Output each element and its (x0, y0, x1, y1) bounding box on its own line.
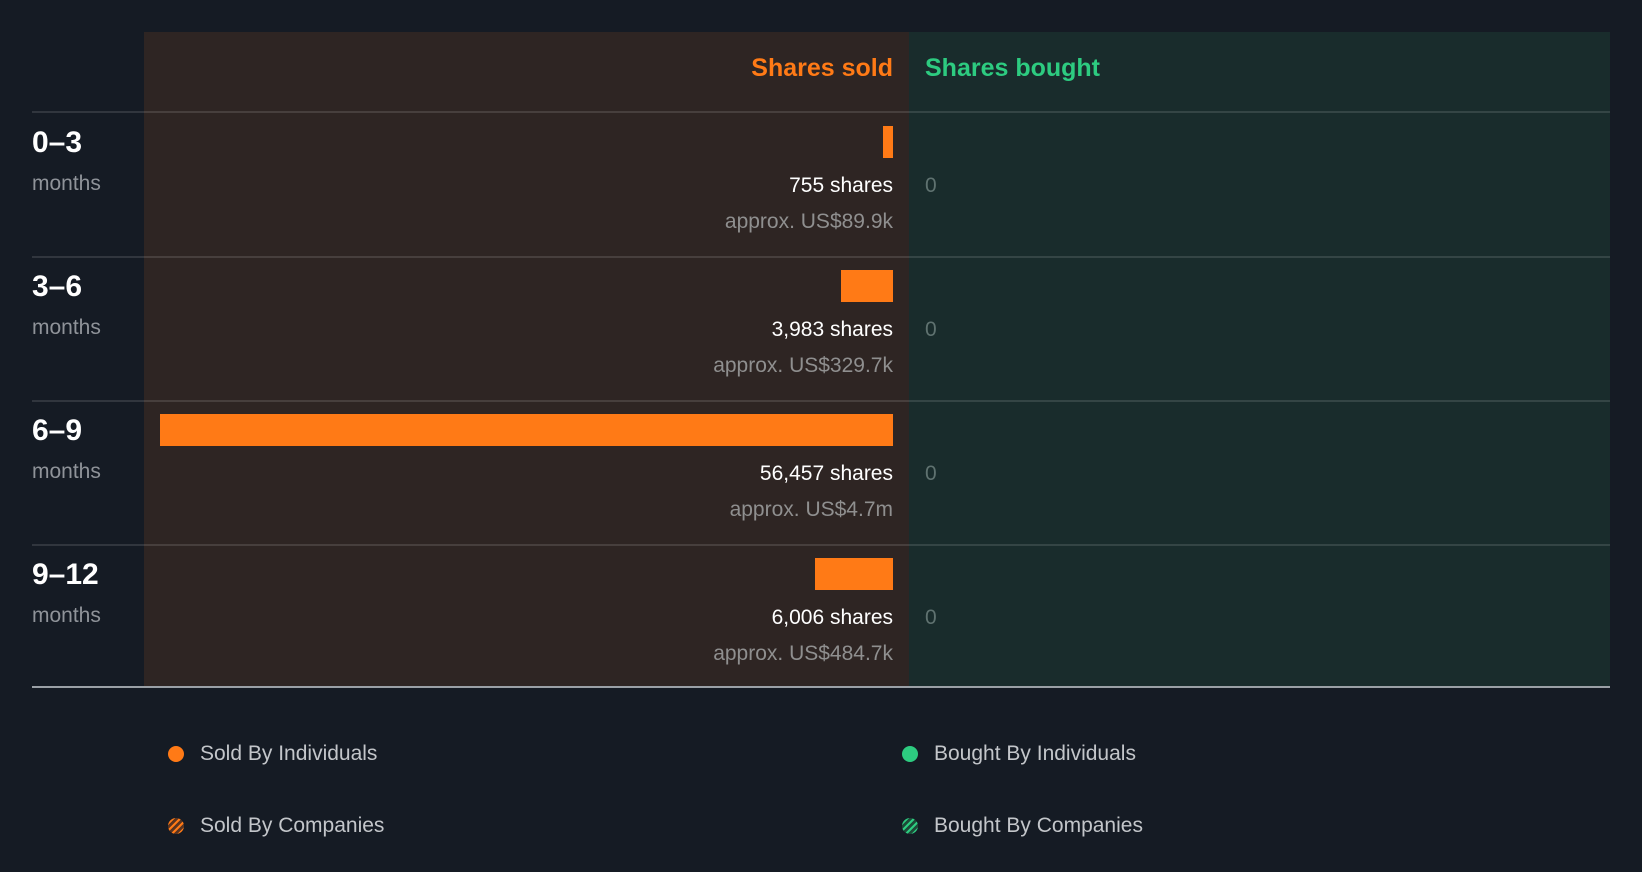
legend-bought-individuals[interactable]: Bought By Individuals (902, 742, 1136, 766)
row-divider (32, 256, 1610, 258)
shares-sold-count: 6,006 shares (771, 606, 893, 629)
row-divider (32, 111, 1610, 113)
legend-bought-companies[interactable]: Bought By Companies (902, 814, 1143, 838)
legend-sold-individuals[interactable]: Sold By Individuals (168, 742, 377, 766)
row-divider (32, 400, 1610, 402)
shares-bought-count: 0 (925, 462, 937, 485)
period-label: 0–3 (32, 126, 83, 159)
bought-companies-striped-dot-icon (902, 818, 918, 834)
sold-individuals-dot-icon (168, 746, 184, 762)
shares-sold-count: 3,983 shares (771, 318, 893, 341)
shares-sold-count: 56,457 shares (759, 462, 893, 485)
period-unit: months (32, 172, 101, 195)
row-divider (32, 544, 1610, 546)
period-unit: months (32, 460, 101, 483)
legend-label: Sold By Companies (200, 814, 385, 837)
sold-companies-striped-dot-icon (168, 818, 184, 834)
shares-bought-header: Shares bought (925, 54, 1101, 82)
period-row-9-12: 9–12 months 6,006 shares approx. US$484.… (0, 544, 1642, 688)
shares-sold-value: approx. US$329.7k (713, 354, 893, 377)
period-label: 9–12 (32, 558, 99, 591)
period-unit: months (32, 604, 101, 627)
shares-sold-value: approx. US$484.7k (713, 642, 893, 665)
period-row-3-6: 3–6 months 3,983 shares approx. US$329.7… (0, 256, 1642, 400)
shares-sold-panel (144, 32, 909, 687)
shares-bought-count: 0 (925, 318, 937, 341)
shares-sold-header: Shares sold (751, 54, 893, 82)
sold-bar[interactable] (883, 126, 893, 158)
shares-bought-count: 0 (925, 606, 937, 629)
bought-individuals-dot-icon (902, 746, 918, 762)
legend-sold-companies[interactable]: Sold By Companies (168, 814, 384, 838)
legend-label: Sold By Individuals (200, 742, 378, 765)
shares-sold-value: approx. US$4.7m (729, 498, 893, 521)
shares-bought-count: 0 (925, 174, 937, 197)
period-unit: months (32, 316, 101, 339)
shares-sold-value: approx. US$89.9k (724, 210, 893, 233)
sold-bar[interactable] (160, 414, 893, 446)
period-label: 6–9 (32, 414, 83, 447)
sold-bar[interactable] (815, 558, 893, 590)
period-label: 3–6 (32, 270, 83, 303)
shares-sold-count: 755 shares (789, 174, 893, 197)
period-row-6-9: 6–9 months 56,457 shares approx. US$4.7m… (0, 400, 1642, 544)
legend-label: Bought By Individuals (934, 742, 1136, 765)
chart-baseline (32, 686, 1610, 688)
shares-bought-panel (909, 32, 1610, 687)
legend-label: Bought By Companies (934, 814, 1143, 837)
sold-bar[interactable] (841, 270, 893, 302)
period-row-0-3: 0–3 months 755 shares approx. US$89.9k 0 (0, 112, 1642, 256)
